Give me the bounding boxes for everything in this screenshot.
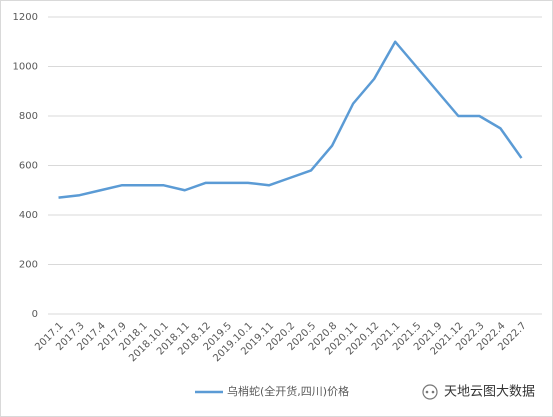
- legend-label: 乌梢蛇(全开货,四川)价格: [227, 384, 349, 398]
- watermark-text: 天地云图大数据: [444, 385, 535, 400]
- y-tick-label: 1000: [13, 62, 38, 73]
- y-tick-label: 800: [19, 111, 38, 122]
- watermark-icon: [422, 384, 438, 400]
- y-tick-label: 600: [19, 161, 38, 172]
- watermark-icon-dot: [425, 390, 429, 394]
- y-tick-label: 1200: [13, 12, 38, 23]
- data-line: [58, 40, 523, 199]
- watermark: 天地云图大数据: [422, 384, 535, 400]
- y-tick-label: 0: [32, 309, 38, 320]
- watermark-icon-dot: [431, 390, 435, 394]
- y-tick-label: 200: [19, 260, 38, 271]
- y-tick-label: 400: [19, 210, 38, 221]
